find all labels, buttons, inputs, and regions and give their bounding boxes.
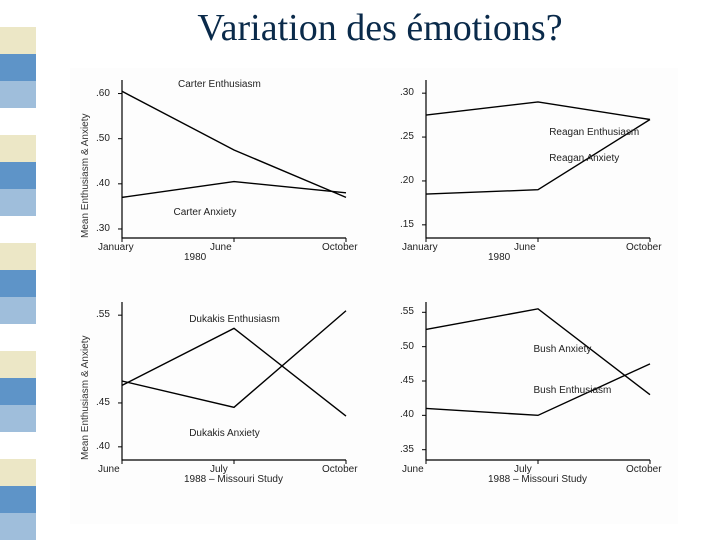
y-axis-label: Mean Enthusiasm & Anxiety xyxy=(80,335,91,460)
panel-bush: .35.40.45.50.55JuneJulyOctober1988 – Mis… xyxy=(396,298,656,484)
ytick-label: .35 xyxy=(400,444,414,455)
stripe xyxy=(0,189,36,216)
ytick-label: .50 xyxy=(400,341,414,352)
stripe xyxy=(0,243,36,270)
x-subcaption: 1988 – Missouri Study xyxy=(184,474,283,485)
ytick-label: .55 xyxy=(400,306,414,317)
series-line xyxy=(122,328,346,416)
series-line xyxy=(122,182,346,198)
xtick-label: June xyxy=(98,464,120,475)
x-subcaption: 1980 xyxy=(488,252,510,263)
ytick-label: .30 xyxy=(400,87,414,98)
xtick-label: January xyxy=(402,242,438,253)
xtick-label: October xyxy=(322,464,358,475)
xtick-label: June xyxy=(514,242,536,253)
stripe xyxy=(0,324,36,351)
ytick-label: .40 xyxy=(96,441,110,452)
x-subcaption: 1988 – Missouri Study xyxy=(488,474,587,485)
ytick-label: .45 xyxy=(96,397,110,408)
series-label: Reagan Anxiety xyxy=(549,153,619,164)
stripe xyxy=(0,27,36,54)
stripe xyxy=(0,0,36,27)
panel-svg xyxy=(92,76,352,262)
series-label: Bush Anxiety xyxy=(534,344,592,355)
stripe xyxy=(0,108,36,135)
stripe xyxy=(0,216,36,243)
series-label: Carter Enthusiasm xyxy=(178,79,261,90)
series-label: Carter Anxiety xyxy=(174,207,237,218)
stripe xyxy=(0,405,36,432)
stripe xyxy=(0,351,36,378)
series-label: Bush Enthusiasm xyxy=(534,385,612,396)
stripe xyxy=(0,432,36,459)
x-subcaption: 1980 xyxy=(184,252,206,263)
series-line xyxy=(426,102,650,120)
series-label: Dukakis Enthusiasm xyxy=(189,314,280,325)
page-title: Variation des émotions? xyxy=(60,6,700,50)
stripe xyxy=(0,162,36,189)
xtick-label: June xyxy=(402,464,424,475)
side-stripes xyxy=(0,0,36,540)
xtick-label: October xyxy=(626,242,662,253)
series-label: Dukakis Anxiety xyxy=(189,428,260,439)
panel-dukakis: .40.45.55JuneJulyOctober1988 – Missouri … xyxy=(92,298,352,484)
ytick-label: .30 xyxy=(96,223,110,234)
stripe xyxy=(0,486,36,513)
stripe xyxy=(0,270,36,297)
figure-panels: .30 .40 .50 .60 January June October 1980 Carter… xyxy=(70,68,678,524)
xtick-label: October xyxy=(322,242,358,253)
stripe xyxy=(0,513,36,540)
stripe xyxy=(0,297,36,324)
ytick-label: .55 xyxy=(96,309,110,320)
xtick-label: June xyxy=(210,242,232,253)
xtick-label: January xyxy=(98,242,134,253)
panel-svg xyxy=(396,298,656,484)
stripe xyxy=(0,135,36,162)
ytick-label: .60 xyxy=(96,88,110,99)
slide: Variation des émotions? .30 .40 .50 .60 Janu… xyxy=(0,0,720,540)
stripe xyxy=(0,378,36,405)
ytick-label: .25 xyxy=(400,131,414,142)
ytick-label: .45 xyxy=(400,375,414,386)
ytick-label: .20 xyxy=(400,175,414,186)
stripe xyxy=(0,81,36,108)
panel-svg xyxy=(92,298,352,484)
ytick-label: .40 xyxy=(96,178,110,189)
series-line xyxy=(122,311,346,408)
stripe xyxy=(0,459,36,486)
ytick-label: .15 xyxy=(400,219,414,230)
panel-svg xyxy=(396,76,656,262)
panel-carter: .30.40.50.60JanuaryJuneOctober1980Carter… xyxy=(92,76,352,262)
stripe xyxy=(0,54,36,81)
panel-reagan: .15.20.25.30JanuaryJuneOctober1980Reagan… xyxy=(396,76,656,262)
ytick-label: .40 xyxy=(400,409,414,420)
xtick-label: October xyxy=(626,464,662,475)
series-label: Reagan Enthusiasm xyxy=(549,127,639,138)
ytick-label: .50 xyxy=(96,133,110,144)
y-axis-label: Mean Enthusiasm & Anxiety xyxy=(80,113,91,238)
